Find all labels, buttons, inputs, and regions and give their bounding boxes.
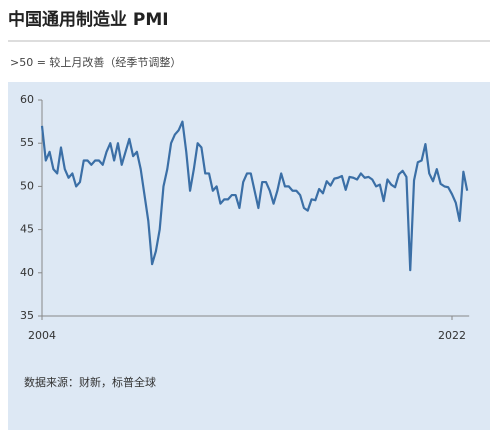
title: 中国通用制造业 PMI: [8, 9, 169, 30]
pmi-line: [40, 120, 469, 272]
y-tick-label: 40: [20, 266, 34, 279]
source: 数据来源：财新，标普全球: [24, 375, 156, 389]
y-tick-label: 50: [20, 179, 34, 192]
y-tick-label: 45: [20, 223, 34, 236]
y-tick-label: 35: [20, 309, 34, 322]
subtitle: >50 = 较上月改善（经季节调整）: [10, 55, 181, 69]
y-tick-label: 60: [20, 93, 34, 106]
y-tick-label: 55: [20, 136, 34, 149]
x-tick-label: 2022: [438, 329, 466, 342]
x-tick-label: 2004: [28, 329, 56, 342]
